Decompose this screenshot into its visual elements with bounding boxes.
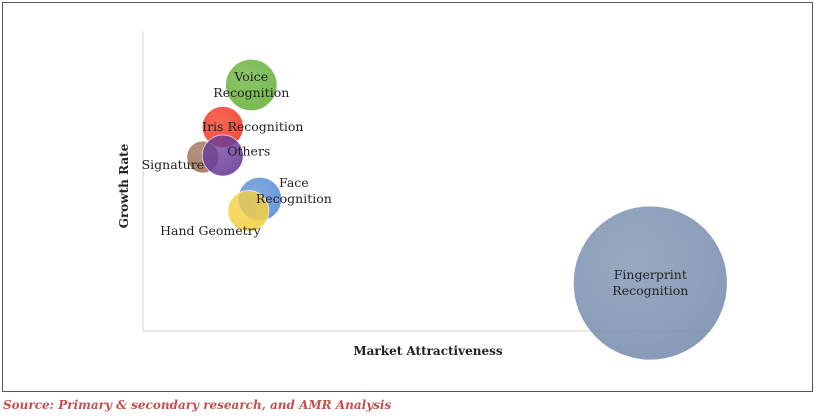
bubble-others bbox=[201, 134, 244, 177]
bubble-hand-geometry bbox=[227, 190, 270, 232]
bubble-label-signature: Signature bbox=[142, 157, 205, 172]
bubble-label-voice-recognition-line2: Recognition bbox=[213, 85, 289, 100]
bubble-fingerprint-recognition bbox=[573, 205, 728, 361]
chart-frame: Voice Recognition Iris Recognition Signatur… bbox=[2, 2, 813, 392]
bubble-voice-recognition bbox=[225, 59, 278, 111]
bubble-label-iris-recognition: Iris Recognition bbox=[202, 119, 303, 134]
bubble-label-others: Others bbox=[227, 144, 270, 159]
bubble-label-face-recognition-line1: Face bbox=[279, 175, 309, 190]
bubble-label-fingerprint-recognition-line1: Fingerprint bbox=[614, 267, 687, 282]
bubble-label-hand-geometry: Hand Geometry bbox=[160, 223, 262, 238]
y-axis-title: Growth Rate bbox=[117, 143, 131, 228]
bubble-label-voice-recognition-line1: Voice bbox=[233, 69, 268, 84]
bubble-label-fingerprint-recognition-line2: Recognition bbox=[612, 283, 688, 298]
bubble-label-face-recognition-line2: Recognition bbox=[256, 191, 332, 206]
x-axis-title: Market Attractiveness bbox=[353, 344, 502, 358]
source-note: Source: Primary & secondary research, an… bbox=[3, 398, 392, 412]
